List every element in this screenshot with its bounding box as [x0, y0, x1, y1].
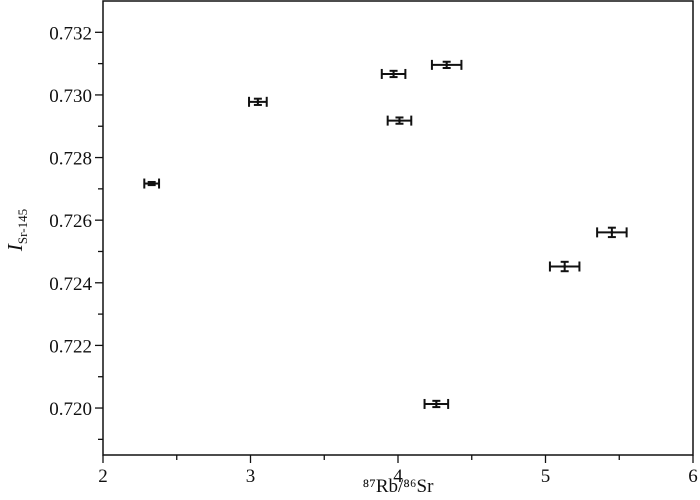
- y-tick-label: 0.732: [49, 23, 92, 44]
- y-axis-label: ISr-145: [3, 209, 30, 252]
- y-tick-label: 0.726: [49, 211, 92, 232]
- y-tick-label: 0.720: [49, 399, 92, 420]
- point: [434, 402, 438, 406]
- x-axis-label: ⁸⁷Rb/⁸⁶Sr: [363, 476, 435, 497]
- point: [610, 230, 614, 234]
- x-tick-label: 6: [688, 466, 698, 487]
- point: [150, 182, 154, 186]
- x-tick-label: 2: [98, 466, 108, 487]
- y-tick-label: 0.724: [49, 274, 92, 295]
- x-tick-label: 3: [246, 466, 256, 487]
- y-label-sub: Sr-145: [15, 209, 30, 244]
- x-tick-label: 4: [393, 466, 403, 487]
- point: [445, 63, 449, 67]
- y-label-main: I: [3, 243, 27, 252]
- plot-frame: [102, 0, 694, 456]
- y-tick-label: 0.722: [49, 336, 92, 357]
- x-tick-label: 5: [541, 466, 551, 487]
- point: [392, 72, 396, 76]
- point: [563, 265, 567, 269]
- point: [397, 119, 401, 123]
- y-tick-label: 0.728: [49, 149, 92, 170]
- y-tick-label: 0.730: [49, 86, 92, 107]
- point: [256, 100, 260, 104]
